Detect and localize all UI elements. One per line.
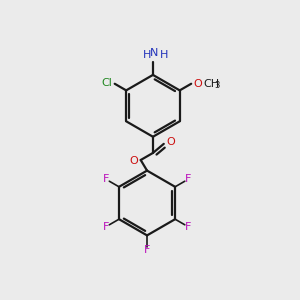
- Text: F: F: [103, 222, 110, 232]
- Text: O: O: [129, 157, 138, 166]
- Text: F: F: [185, 222, 191, 232]
- Text: F: F: [144, 245, 150, 255]
- Text: Cl: Cl: [101, 78, 112, 88]
- Text: H: H: [143, 50, 152, 60]
- Text: H: H: [159, 50, 168, 60]
- Text: 3: 3: [214, 81, 220, 90]
- Text: O: O: [193, 79, 202, 89]
- Text: F: F: [185, 174, 191, 184]
- Text: F: F: [103, 174, 110, 184]
- Text: O: O: [166, 137, 175, 147]
- Text: CH: CH: [204, 79, 220, 89]
- Text: N: N: [150, 48, 159, 59]
